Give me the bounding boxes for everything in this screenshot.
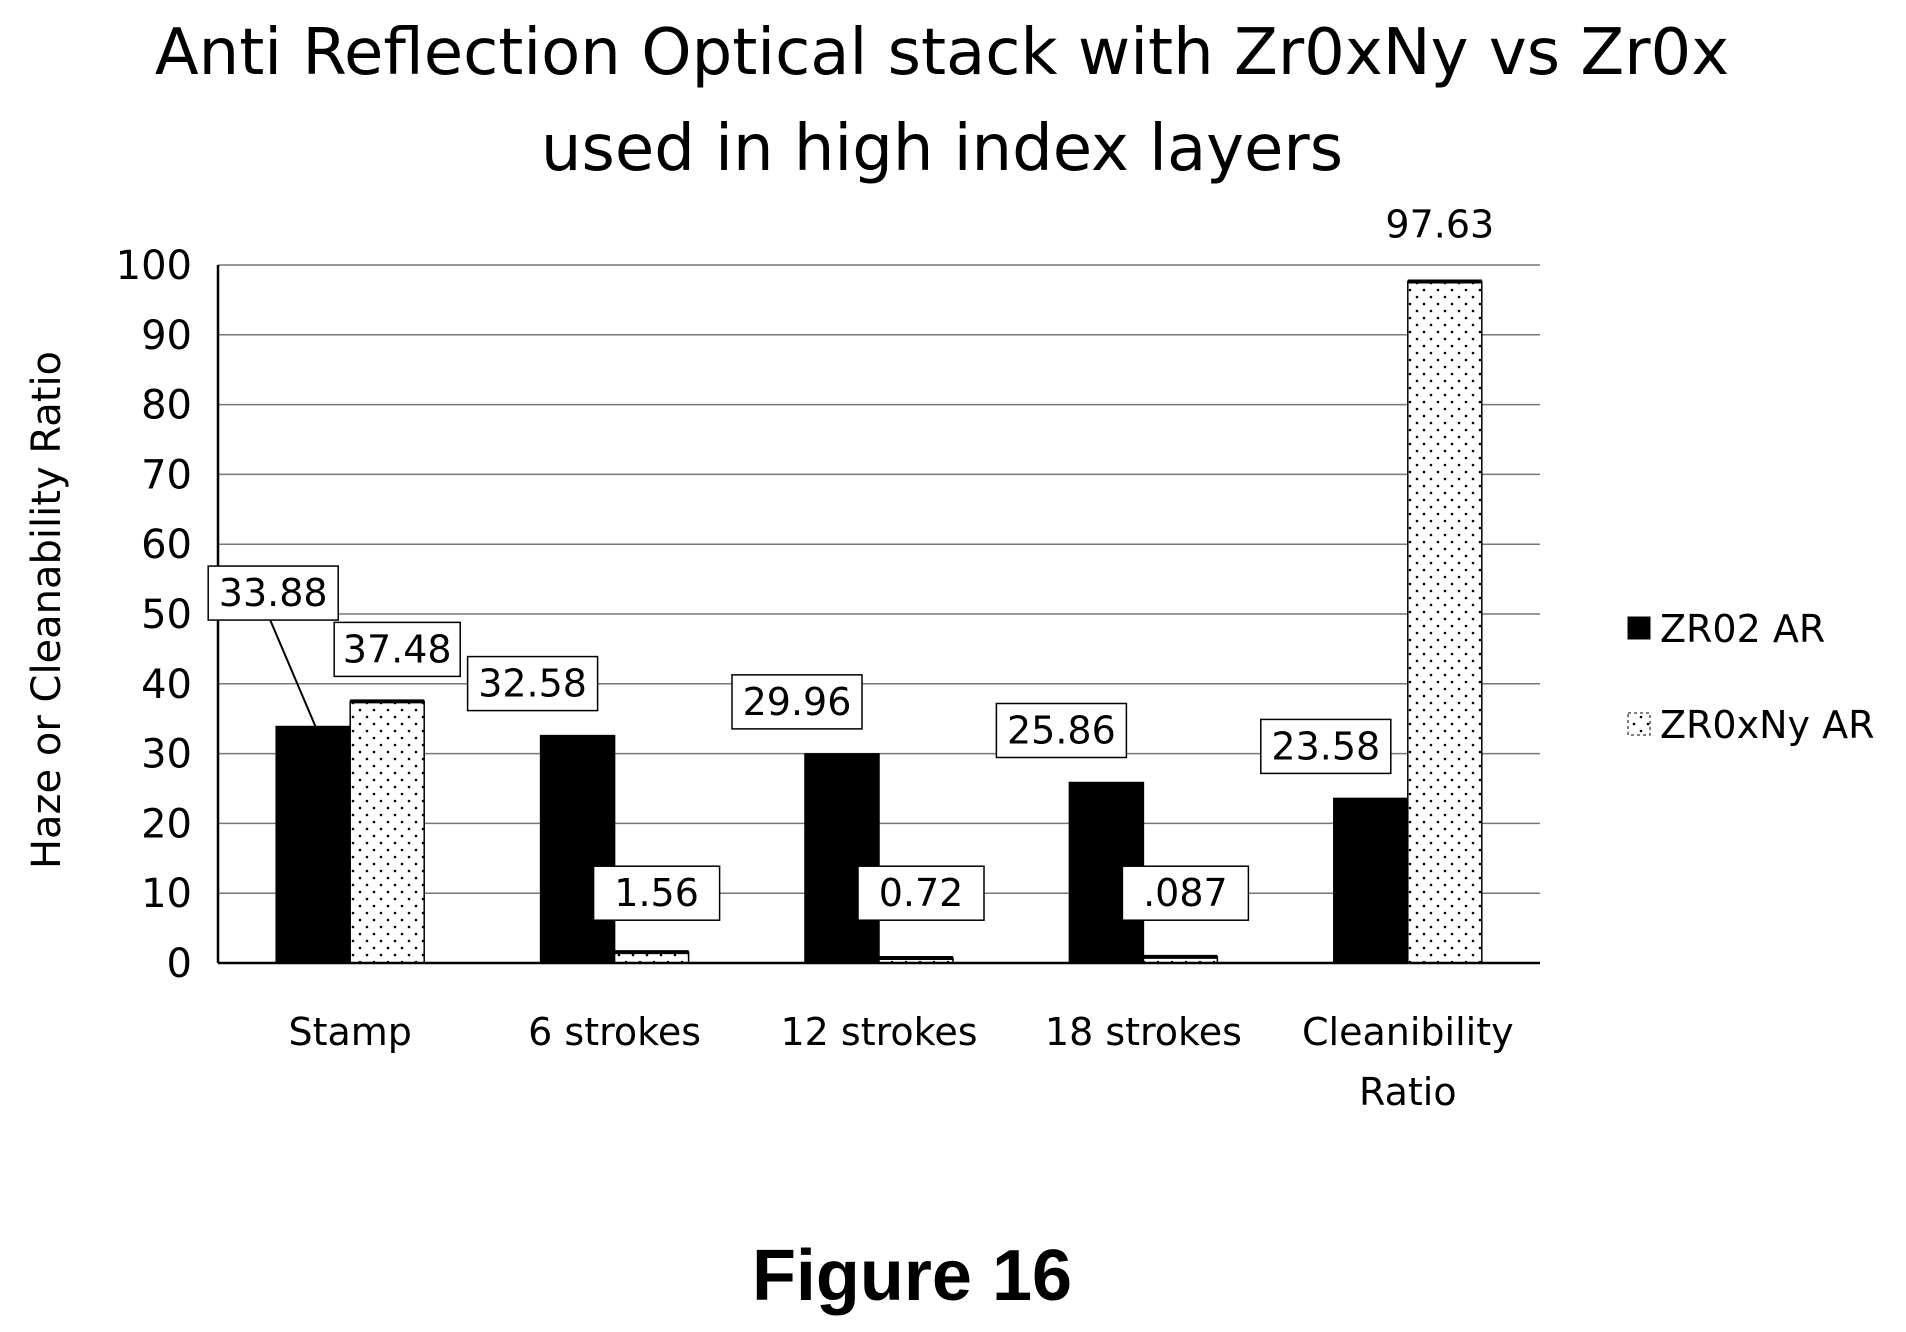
data-label-zr0xny: .087 bbox=[1143, 871, 1228, 915]
figure-label: Figure 16 bbox=[752, 1236, 1072, 1316]
data-label-zr02: 25.86 bbox=[1007, 708, 1116, 752]
y-axis-label: Haze or Cleanability Ratio bbox=[24, 351, 70, 869]
data-label-zr02: 29.96 bbox=[743, 680, 852, 724]
y-tick-label: 60 bbox=[141, 522, 192, 568]
data-label-box-zr0xny bbox=[857, 865, 985, 921]
x-category-label: Cleanibility bbox=[1302, 1010, 1514, 1054]
x-category-label: 6 strokes bbox=[528, 1010, 701, 1054]
legend-swatch-zr0xny bbox=[1627, 712, 1651, 736]
data-label-box-zr02 bbox=[466, 655, 599, 712]
data-label-box-zr02 bbox=[995, 702, 1128, 759]
y-tick-label: 100 bbox=[116, 243, 192, 289]
chart-title-line-1: Anti Reflection Optical stack with Zr0xN… bbox=[155, 16, 1729, 90]
y-tick-label: 80 bbox=[141, 383, 192, 429]
data-label-box-zr0xny bbox=[592, 865, 721, 921]
x-category-label: Ratio bbox=[1359, 1070, 1457, 1114]
y-tick-label: 10 bbox=[141, 871, 192, 917]
data-label-zr02: 33.88 bbox=[219, 571, 328, 615]
data-label-box-zr02 bbox=[731, 674, 863, 730]
y-tick-label: 0 bbox=[167, 941, 192, 987]
y-tick-label: 30 bbox=[141, 732, 192, 778]
x-category-label: 12 strokes bbox=[781, 1010, 978, 1054]
bar-zr02 bbox=[1333, 797, 1409, 964]
bar-zr0xny bbox=[349, 700, 425, 964]
bar-zr02 bbox=[804, 753, 880, 964]
data-labels: 33.88 37.48 32.58 1.56 29.96 0.72 25.86 .087 23.… bbox=[207, 203, 1494, 921]
legend: ZR02 AR ZR0xNy AR bbox=[1627, 607, 1875, 747]
y-axis-ticks: 0 10 20 30 40 50 60 70 80 90 100 bbox=[116, 243, 192, 987]
data-label-zr02: 23.58 bbox=[1271, 724, 1380, 768]
legend-label-zr0xny: ZR0xNy AR bbox=[1660, 703, 1875, 747]
data-label-box-zr02 bbox=[1260, 718, 1392, 775]
data-label-zr0xny: 37.48 bbox=[343, 627, 452, 671]
bar-zr02 bbox=[539, 734, 616, 964]
x-category-label: 18 strokes bbox=[1045, 1010, 1242, 1054]
y-tick-label: 50 bbox=[141, 592, 192, 638]
bars bbox=[275, 279, 1483, 964]
gridlines bbox=[218, 264, 1540, 894]
bar-zr0xny bbox=[1407, 280, 1483, 964]
data-label-zr0xny: 97.63 bbox=[1385, 203, 1494, 247]
legend-label-zr02: ZR02 AR bbox=[1660, 607, 1825, 651]
legend-swatch-zr02 bbox=[1627, 616, 1651, 640]
bar-zr02 bbox=[275, 725, 351, 964]
data-label-zr0xny: 0.72 bbox=[879, 871, 964, 915]
data-label-box-zr0xny bbox=[333, 621, 461, 678]
y-tick-label: 20 bbox=[141, 801, 192, 847]
data-label-zr0xny: 1.56 bbox=[614, 871, 699, 915]
data-label-zr02: 32.58 bbox=[478, 662, 587, 706]
x-axis-categories: Stamp 6 strokes 12 strokes 18 strokes Cleani… bbox=[288, 1010, 1513, 1114]
chart-title-line-2: used in high index layers bbox=[541, 112, 1343, 186]
x-category-label: Stamp bbox=[288, 1010, 411, 1054]
data-label-box-zr02 bbox=[207, 565, 339, 621]
data-label-leader bbox=[269, 619, 319, 731]
y-tick-label: 70 bbox=[141, 452, 192, 498]
data-label-box-zr0xny bbox=[1121, 865, 1250, 921]
y-tick-label: 90 bbox=[141, 313, 192, 359]
y-tick-label: 40 bbox=[141, 662, 192, 708]
